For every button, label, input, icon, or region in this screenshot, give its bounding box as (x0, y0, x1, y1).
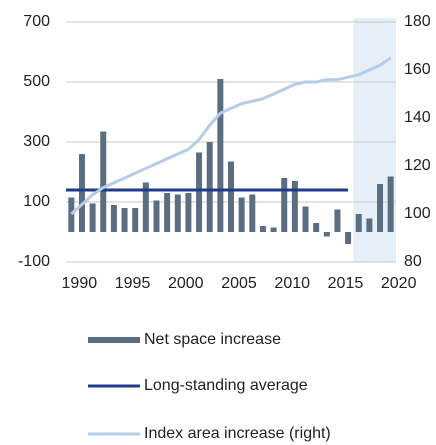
x-tick-label: 2010 (274, 275, 310, 292)
x-tick-label: 1995 (115, 275, 151, 292)
bar (132, 208, 139, 232)
legend-label: Index area increase (right) (144, 425, 331, 442)
bar (281, 178, 288, 232)
bar (78, 154, 85, 232)
bar (291, 181, 298, 232)
bar (377, 184, 384, 232)
bar (323, 232, 330, 237)
bar (345, 232, 352, 244)
bar (206, 142, 213, 232)
y2-tick-label: 140 (404, 109, 431, 126)
bar (110, 205, 117, 232)
bar (313, 223, 320, 232)
bar (259, 226, 266, 232)
bar (142, 182, 149, 232)
x-tick-label: 2000 (168, 275, 204, 292)
bar (153, 200, 160, 232)
x-tick-label: 2015 (328, 275, 364, 292)
x-tick-label: 1990 (62, 275, 98, 292)
bar (387, 176, 394, 232)
bar (68, 197, 75, 232)
index-line (70, 56, 392, 216)
legend-label: Net space increase (144, 331, 281, 348)
y-tick-label: 300 (23, 133, 50, 150)
legend-label: Long-standing average (144, 377, 308, 394)
bar (249, 194, 256, 232)
legend-swatch (88, 337, 140, 343)
bar (185, 193, 192, 232)
bar (121, 208, 128, 232)
bar (238, 197, 245, 232)
bar (355, 214, 362, 232)
x-tick-label: 2020 (381, 275, 417, 292)
y2-tick-label: 100 (404, 205, 431, 222)
bar (89, 203, 96, 232)
y-tick-label: 700 (23, 13, 50, 30)
y2-tick-label: 80 (404, 253, 422, 270)
bar (366, 218, 373, 232)
y-tick-label: 100 (23, 193, 50, 210)
bar (217, 79, 224, 232)
bar (228, 161, 234, 232)
bar (164, 193, 171, 232)
bar (174, 194, 181, 232)
bar (270, 227, 277, 232)
y2-tick-label: 160 (404, 61, 431, 78)
y-tick-label: 500 (23, 73, 50, 90)
y2-tick-label: 180 (404, 13, 431, 30)
bar (100, 131, 107, 232)
bar (196, 152, 203, 232)
y-tick-label: -100 (18, 253, 50, 270)
y2-tick-label: 120 (404, 157, 431, 174)
x-tick-label: 2005 (221, 275, 257, 292)
bar (302, 206, 309, 232)
bar (334, 209, 341, 232)
